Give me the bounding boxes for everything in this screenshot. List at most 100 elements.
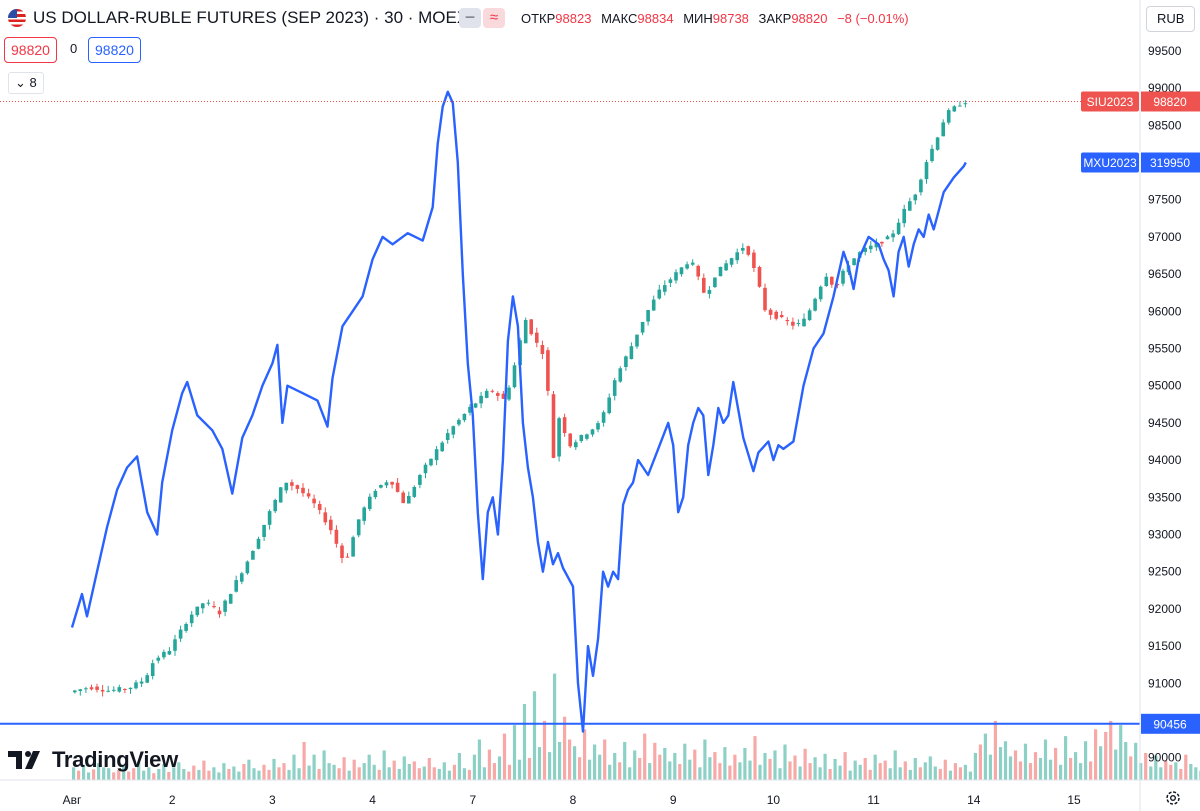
volume-bar	[97, 763, 101, 780]
volume-bar	[437, 769, 441, 780]
volume-bar	[332, 764, 336, 780]
volume-bar	[1164, 760, 1168, 780]
candle-body	[73, 690, 77, 693]
volume-bar	[472, 754, 476, 780]
volume-bar	[1079, 763, 1083, 780]
volume-bar	[1189, 764, 1193, 780]
candle-body	[100, 689, 105, 692]
volume-bar	[372, 764, 376, 780]
candle-body	[156, 657, 161, 661]
y-tick-label: 97500	[1148, 193, 1182, 207]
volume-bar	[643, 733, 647, 780]
wave-icon[interactable]: ≈	[483, 8, 505, 28]
volume-bar	[112, 772, 116, 780]
volume-bar	[973, 753, 977, 780]
candle-body	[963, 103, 968, 105]
volume-bar	[492, 763, 496, 780]
volume-bar	[377, 769, 381, 780]
candle-body	[334, 529, 339, 544]
candle-body	[540, 345, 545, 354]
candle-body	[668, 279, 673, 283]
volume-bar	[558, 742, 562, 780]
volume-bar	[182, 769, 186, 780]
gear-icon[interactable]	[1164, 789, 1182, 807]
candle-body	[340, 545, 344, 558]
candle-body	[707, 289, 712, 294]
volume-bar	[242, 764, 246, 780]
logo-text: TradingView	[52, 747, 178, 772]
tradingview-logo[interactable]: TradingView	[8, 746, 178, 774]
currency-button[interactable]: RUB	[1146, 6, 1196, 32]
volume-bar	[1194, 767, 1198, 780]
candle-body	[217, 610, 222, 615]
volume-bar	[938, 769, 942, 780]
volume-bar	[848, 770, 852, 780]
candle-body	[763, 287, 767, 311]
candle-body	[395, 482, 400, 492]
volume-bar	[292, 754, 296, 780]
indicators-toggle[interactable]: ⌄ 8	[8, 72, 44, 94]
volume-bar	[1184, 754, 1188, 780]
candle-body	[162, 651, 166, 658]
candle-body	[262, 524, 266, 537]
volume-bar	[813, 757, 817, 780]
candle-body	[507, 387, 511, 400]
candle-body	[869, 245, 873, 250]
volume-bar	[452, 764, 456, 780]
candle-body	[651, 299, 656, 311]
candle-body	[813, 298, 817, 311]
volume-bar	[978, 744, 982, 780]
candle-body	[117, 687, 122, 692]
x-tick-label: Авг	[63, 793, 82, 807]
volume-bar	[337, 768, 341, 780]
volume-bar	[392, 760, 396, 780]
volume-bar	[532, 691, 537, 780]
volume-bar	[87, 772, 91, 780]
candle-body	[729, 258, 734, 265]
candle-body	[484, 390, 489, 398]
volume-bar	[808, 763, 812, 780]
candle-body	[284, 482, 289, 491]
x-tick-label: 10	[767, 793, 781, 807]
change-value: −8 (−0.01%)	[837, 11, 909, 26]
volume-bar	[327, 763, 331, 780]
candle-body	[919, 179, 923, 193]
candle-body	[590, 429, 595, 435]
volume-bar	[933, 766, 937, 780]
candle-body	[835, 283, 840, 286]
volume-bar	[207, 770, 211, 780]
volume-bar	[257, 770, 261, 780]
volume-bar	[252, 768, 256, 780]
candle-body	[601, 412, 606, 423]
volume-bar	[367, 754, 371, 780]
volume-bar	[527, 758, 532, 780]
candle-body	[935, 137, 940, 150]
volume-bar	[427, 758, 431, 780]
volume-bar	[352, 759, 356, 780]
candle-body	[818, 286, 823, 300]
candle-body	[445, 433, 450, 440]
volume-bar	[968, 771, 972, 780]
y-tick-label: 90000	[1148, 751, 1182, 765]
candle-body	[306, 493, 311, 497]
sell-price-button[interactable]: 98820	[4, 37, 57, 63]
volume-bar	[247, 759, 251, 780]
volume-bar	[638, 758, 642, 780]
candle-body	[941, 122, 945, 137]
volume-bar	[763, 753, 767, 780]
volume-bar	[723, 747, 727, 780]
volume-bar	[738, 762, 742, 780]
minus-icon[interactable]: −	[459, 8, 481, 28]
candle-body	[267, 511, 272, 525]
volume-bar	[998, 747, 1003, 780]
candle-body	[89, 687, 94, 690]
symbol-title[interactable]: US DOLLAR-RUBLE FUTURES (SEP 2023) · 30 …	[33, 8, 469, 27]
volume-bar	[793, 755, 797, 780]
volume-bar	[748, 760, 752, 780]
buy-price-button[interactable]: 98820	[88, 37, 141, 63]
volume-bar	[147, 767, 151, 780]
candle-body	[184, 624, 188, 631]
volume-bar	[913, 758, 917, 780]
volume-bar	[563, 716, 567, 780]
